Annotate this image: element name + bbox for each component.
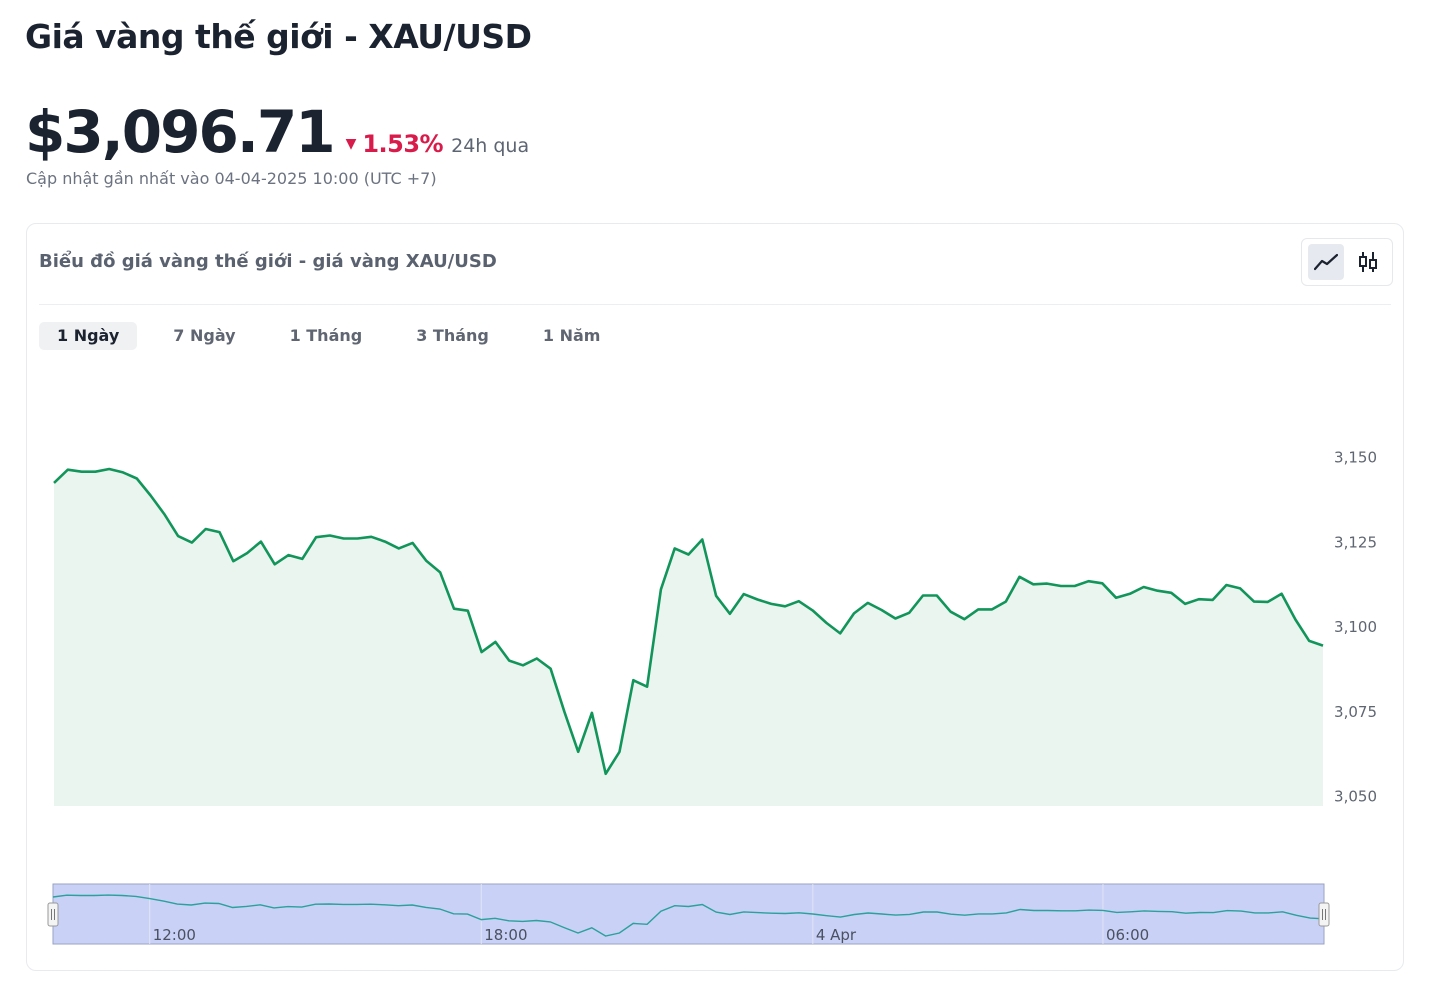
navigator-left-handle[interactable] bbox=[47, 902, 59, 927]
tab-1-year[interactable]: 1 Năm bbox=[542, 326, 601, 345]
range-tabs: 1 Ngày 7 Ngày 1 Tháng 3 Tháng 1 Năm bbox=[39, 322, 636, 350]
y-tick-label: 3,050 bbox=[1334, 788, 1377, 806]
navigator-selection[interactable] bbox=[52, 883, 1325, 945]
tab-3-months[interactable]: 3 Tháng bbox=[416, 326, 489, 345]
y-tick-label: 3,100 bbox=[1334, 618, 1377, 636]
navigator-series bbox=[52, 894, 1325, 937]
y-tick-label: 3,150 bbox=[1334, 449, 1377, 467]
chart-type-toggle bbox=[1301, 238, 1393, 286]
price-summary: $3,096.71 ▼ 1.53% 24h qua bbox=[25, 98, 529, 166]
main-plot bbox=[53, 467, 1324, 806]
y-tick-label: 3,125 bbox=[1334, 533, 1377, 551]
y-axis: 3,150 3,125 3,100 3,075 3,050 bbox=[1334, 449, 1377, 806]
page-title: Giá vàng thế giới - XAU/USD bbox=[25, 17, 532, 56]
card-divider bbox=[39, 304, 1391, 305]
tab-7-days[interactable]: 7 Ngày bbox=[173, 326, 236, 345]
caret-down-icon: ▼ bbox=[345, 136, 357, 152]
line-chart-icon bbox=[1314, 253, 1338, 271]
price-area bbox=[54, 469, 1323, 806]
candlestick-icon bbox=[1359, 252, 1377, 272]
navigator-x-label: 4 Apr bbox=[816, 926, 857, 944]
line-chart-button[interactable] bbox=[1308, 244, 1344, 280]
change-percent: 1.53% bbox=[362, 130, 444, 158]
change-period: 24h qua bbox=[451, 135, 530, 157]
navigator-x-label: 06:00 bbox=[1106, 926, 1149, 944]
price-change: ▼ 1.53% 24h qua bbox=[346, 130, 530, 158]
y-tick-label: 3,075 bbox=[1334, 703, 1377, 721]
navigator-x-label: 12:00 bbox=[153, 926, 196, 944]
tab-1-day[interactable]: 1 Ngày bbox=[39, 322, 138, 350]
current-price: $3,096.71 bbox=[25, 98, 336, 166]
navigator: 12:00 18:00 4 Apr 06:00 bbox=[47, 883, 1330, 945]
navigator-right-handle[interactable] bbox=[1318, 902, 1330, 927]
last-updated: Cập nhật gần nhất vào 04-04-2025 10:00 (… bbox=[26, 169, 437, 188]
navigator-x-label: 18:00 bbox=[484, 926, 527, 944]
price-line bbox=[53, 467, 1324, 776]
tab-1-month[interactable]: 1 Tháng bbox=[289, 326, 363, 345]
candlestick-chart-button[interactable] bbox=[1350, 244, 1386, 280]
chart-card-title: Biểu đồ giá vàng thế giới - giá vàng XAU… bbox=[39, 251, 497, 272]
